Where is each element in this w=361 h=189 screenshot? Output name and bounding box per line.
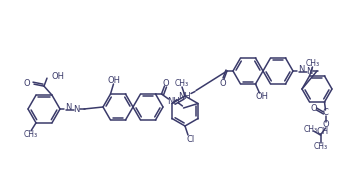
Text: C: C <box>323 108 329 118</box>
Text: OH: OH <box>107 76 120 84</box>
Text: N: N <box>298 66 304 74</box>
Text: N: N <box>73 105 79 114</box>
Text: O: O <box>322 121 329 129</box>
Text: O: O <box>162 78 169 88</box>
Text: CH₃: CH₃ <box>313 143 327 152</box>
Text: CH₃: CH₃ <box>175 78 189 88</box>
Text: OH: OH <box>256 92 269 101</box>
Text: N: N <box>65 104 71 112</box>
Text: CH₃: CH₃ <box>305 59 319 67</box>
Text: O: O <box>220 78 226 88</box>
Text: NH: NH <box>167 97 180 105</box>
Text: CH₃: CH₃ <box>24 130 38 139</box>
Text: O: O <box>23 79 30 88</box>
Text: N: N <box>306 67 312 75</box>
Text: O: O <box>310 105 317 113</box>
Text: CH: CH <box>316 128 329 136</box>
Text: OH: OH <box>51 72 64 81</box>
Text: NH: NH <box>178 92 190 101</box>
Text: CH₃: CH₃ <box>304 125 318 135</box>
Text: Cl: Cl <box>187 135 195 143</box>
